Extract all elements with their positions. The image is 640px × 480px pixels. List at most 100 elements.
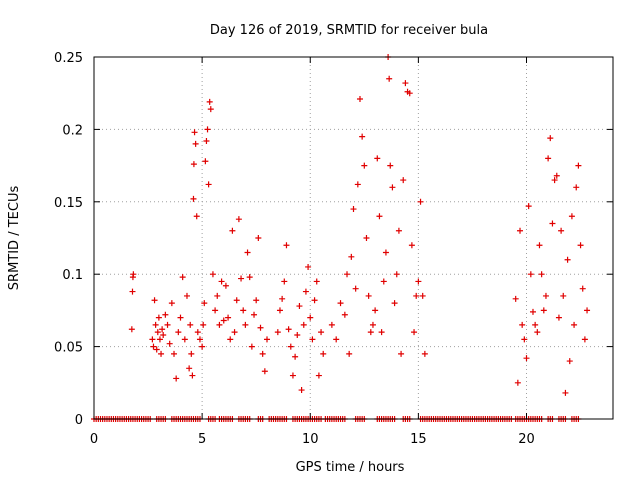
data-point [251,311,258,318]
x-tick-label: 5 [198,432,206,447]
data-point [534,329,541,336]
data-point [564,256,571,263]
chart-title: Day 126 of 2019, SRMTID for receiver bul… [210,23,488,38]
data-point [393,271,400,278]
data-point [190,161,197,168]
data-point [231,329,238,336]
data-point [553,172,560,179]
x-tick-label: 0 [90,432,98,447]
data-point [547,135,554,142]
data-point [376,213,383,220]
data-point [274,329,281,336]
data-point [181,336,188,343]
data-point [175,329,182,336]
data-point [525,203,532,210]
data-point [566,358,573,365]
data-point [276,307,283,314]
x-tick-label: 20 [518,432,535,447]
data-point [378,329,385,336]
data-point [240,307,247,314]
data-point [242,321,249,328]
data-point [289,372,296,379]
data-point [421,350,428,357]
data-point [191,129,198,136]
data-point [512,295,519,302]
data-point [173,375,180,382]
data-point [356,95,363,102]
data-point [341,311,348,318]
data-point [205,181,212,188]
data-point [189,372,196,379]
data-point [162,311,169,318]
y-axis-label: SRMTID / TECUs [7,186,22,291]
data-point [519,321,526,328]
data-point [542,292,549,299]
data-point [294,332,301,339]
data-point [391,300,398,307]
data-point [194,329,201,336]
y-tick-label: 0.1 [62,268,83,283]
data-point [225,314,232,321]
data-point [551,177,558,184]
data-point [130,271,137,278]
data-point [202,158,209,165]
data-point [287,343,294,350]
data-point [233,297,240,304]
data-point [248,343,255,350]
data-point [363,235,370,241]
data-point [568,213,575,220]
data-point [261,368,268,375]
data-point [313,278,320,285]
data-point [199,343,206,350]
data-point [177,314,184,321]
data-point [581,336,588,343]
data-point [573,184,580,191]
data-point [244,249,251,256]
y-tick-label: 0.2 [62,123,83,138]
data-point [309,336,316,343]
data-point [352,285,359,292]
data-point [281,278,288,285]
data-point [158,350,165,357]
y-tick-label: 0.05 [54,341,83,356]
data-point [318,329,325,336]
data-point [190,195,197,202]
data-point [188,350,195,357]
data-point [549,220,556,227]
data-point [154,329,161,336]
data-point [166,340,173,347]
data-point [577,242,584,249]
data-point [555,314,562,321]
data-point [571,321,578,328]
data-point [529,308,536,315]
data-point [344,271,351,278]
data-point [152,321,159,328]
data-point [400,177,407,184]
y-tick-label: 0.15 [54,196,83,211]
data-point [382,249,389,256]
data-point [406,90,413,97]
data-point [292,353,299,360]
data-point [216,321,223,328]
data-point [259,350,266,357]
data-point [361,162,368,169]
data-point [415,278,422,285]
data-point [307,314,314,321]
data-point [204,126,211,133]
data-point [196,336,203,343]
data-point [160,332,167,339]
data-point [296,303,303,310]
data-point [201,300,208,307]
data-points [91,54,591,422]
data-point [300,321,307,328]
data-point [521,336,528,343]
data-point [168,300,175,307]
data-point [151,297,158,304]
data-point [584,307,591,314]
data-point [149,336,156,343]
data-point [558,227,565,234]
data-point [128,326,135,333]
data-point [398,350,405,357]
data-point [395,227,402,234]
